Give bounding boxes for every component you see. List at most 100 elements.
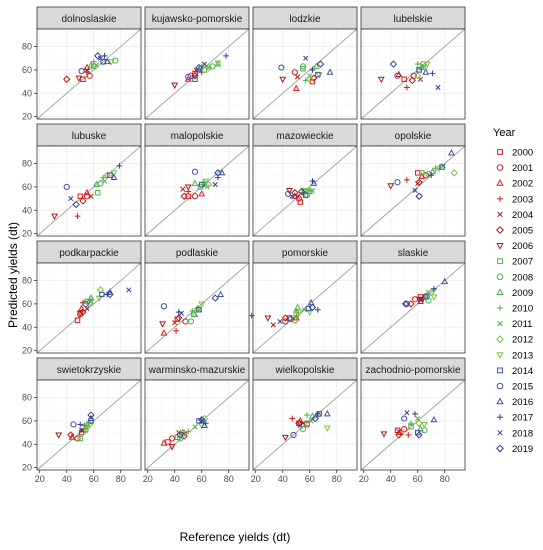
- point-podkarpackie-2000: [74, 317, 81, 323]
- point-opolskie-2007: [419, 170, 425, 176]
- point-lubuske-2002: [83, 188, 91, 196]
- point-opolskie-2016: [448, 149, 455, 156]
- panel-grid: [361, 146, 465, 236]
- point-lubelskie-2000: [401, 76, 407, 82]
- point-podlaskie-2016: [217, 290, 225, 298]
- point-dolnoslaskie-2010: [90, 58, 97, 65]
- panel-grid: [253, 380, 357, 470]
- point-lubelskie-2018: [435, 84, 441, 91]
- point-pomorskie-2000: [286, 315, 293, 321]
- point-malopolskie-2018: [212, 182, 218, 188]
- point-pomorskie-2003: [248, 312, 255, 319]
- point-dolnoslaskie-2011: [93, 62, 99, 68]
- point-zachodnio-pomorskie-2012: [415, 419, 423, 427]
- legend-key-2002: [496, 179, 504, 186]
- point-dolnoslaskie-2013: [107, 59, 115, 66]
- point-warminsko-mazurskie-2015: [177, 431, 184, 439]
- point-opolskie-2019: [415, 192, 423, 200]
- point-lodzkie-2004: [295, 74, 301, 80]
- point-lubuske-2005: [79, 197, 87, 205]
- point-opolskie-2017: [428, 172, 435, 179]
- point-mazowieckie-2012: [306, 187, 314, 196]
- point-warminsko-mazurskie-2000: [165, 439, 171, 445]
- facet-panels: dolnoslaskie kujawsko-pomorskie lodzkie lub…: [36, 6, 466, 471]
- x-tick-label: 20: [35, 474, 45, 484]
- identity-line: [144, 145, 250, 237]
- panel-points: [278, 55, 334, 92]
- point-podlaskie-2005: [175, 314, 183, 322]
- point-wielkopolskie-2016: [323, 409, 331, 417]
- point-pomorskie-2015: [287, 316, 294, 323]
- panel-title: lubuske: [72, 131, 107, 142]
- point-dolnoslaskie-2000: [80, 76, 86, 82]
- point-wielkopolskie-2003: [289, 415, 296, 422]
- point-pomorskie-2006: [264, 315, 272, 322]
- point-swietokrzyskie-2019: [87, 411, 95, 419]
- point-mazowieckie-2000: [297, 199, 303, 205]
- point-malopolskie-2009: [191, 179, 199, 186]
- legend-key-2017: [496, 414, 504, 421]
- legend-item-2010: 2010: [496, 304, 533, 315]
- legend-label: 2003: [512, 194, 533, 205]
- x-tick-label: 80: [224, 474, 234, 484]
- point-lodzkie-2017: [309, 67, 316, 73]
- point-kujawsko-pomorskie-2006: [171, 82, 179, 90]
- point-wielkopolskie-2015: [290, 431, 297, 439]
- point-wielkopolskie-2006: [281, 434, 289, 442]
- x-tick-label: 80: [116, 474, 126, 484]
- point-podkarpackie-2018: [126, 287, 132, 293]
- point-lubelskie-2005: [408, 76, 417, 85]
- panel-border: [360, 262, 466, 354]
- legend-item-2018: 2018: [497, 428, 533, 439]
- x-tick-label: 40: [386, 474, 396, 484]
- point-lubelskie-2012: [414, 72, 422, 80]
- point-podlaskie-2014: [196, 307, 202, 313]
- legend-key-2013: [496, 352, 504, 359]
- point-lubelskie-2013: [423, 61, 431, 68]
- point-pomorskie-2017: [314, 306, 321, 313]
- point-lodzkie-2002: [292, 84, 300, 92]
- point-lodzkie-2012: [306, 75, 314, 83]
- legend-key-2000: [497, 149, 503, 155]
- point-opolskie-2006: [387, 183, 395, 190]
- legend-label: 2010: [512, 304, 533, 315]
- point-lubuske-2012: [103, 171, 111, 179]
- legend-key-2007: [497, 258, 503, 265]
- point-wielkopolskie-2019: [311, 414, 319, 423]
- panel-grid: [37, 263, 141, 353]
- legend-label: 2018: [512, 428, 533, 439]
- panel-zachodnio-pomorskie: zachodnio-pomorskie: [360, 357, 466, 471]
- x-tick-label: 80: [440, 474, 450, 484]
- point-podlaskie-2002: [160, 329, 168, 336]
- point-warminsko-mazurskie-2006: [168, 444, 176, 451]
- point-mazowieckie-2005: [291, 189, 299, 197]
- legend-key-2018: [497, 430, 503, 436]
- x-tick-label: 20: [143, 474, 153, 484]
- point-lubuske-2000: [77, 193, 83, 199]
- panel-title: pomorskie: [282, 248, 329, 259]
- point-dolnoslaskie-2008: [112, 57, 119, 64]
- point-lodzkie-2014: [315, 71, 321, 78]
- panel-lodzkie: lodzkie: [252, 6, 358, 120]
- legend-label: 2000: [512, 148, 533, 159]
- point-mazowieckie-2011: [309, 187, 315, 193]
- legend-label: 2009: [512, 288, 533, 299]
- point-lodzkie-2001: [291, 69, 298, 76]
- legend-item-2003: 2003: [496, 194, 533, 205]
- legend-label: 2008: [512, 272, 533, 283]
- panel-opolskie: opolskie: [360, 123, 466, 237]
- point-swietokrzyskie-2005: [67, 431, 75, 439]
- identity-line: [360, 145, 466, 237]
- point-warminsko-mazurskie-2001: [168, 435, 176, 442]
- legend-label: 2016: [512, 397, 533, 408]
- point-lodzkie-2009: [313, 62, 320, 69]
- point-lubuske-2003: [74, 213, 81, 219]
- point-zachodnio-pomorskie-2019: [415, 431, 423, 439]
- panel-border: [36, 379, 142, 471]
- point-opolskie-2015: [394, 179, 401, 186]
- y-tick-label: 80: [22, 159, 32, 169]
- x-axis-ticks: 20 40 60 80 20 40 60 80 20 40 60 80 20 40 60 80: [35, 470, 450, 484]
- point-lubuske-2015: [63, 183, 70, 191]
- point-opolskie-2009: [429, 167, 437, 175]
- point-lodzkie-2015: [278, 64, 285, 71]
